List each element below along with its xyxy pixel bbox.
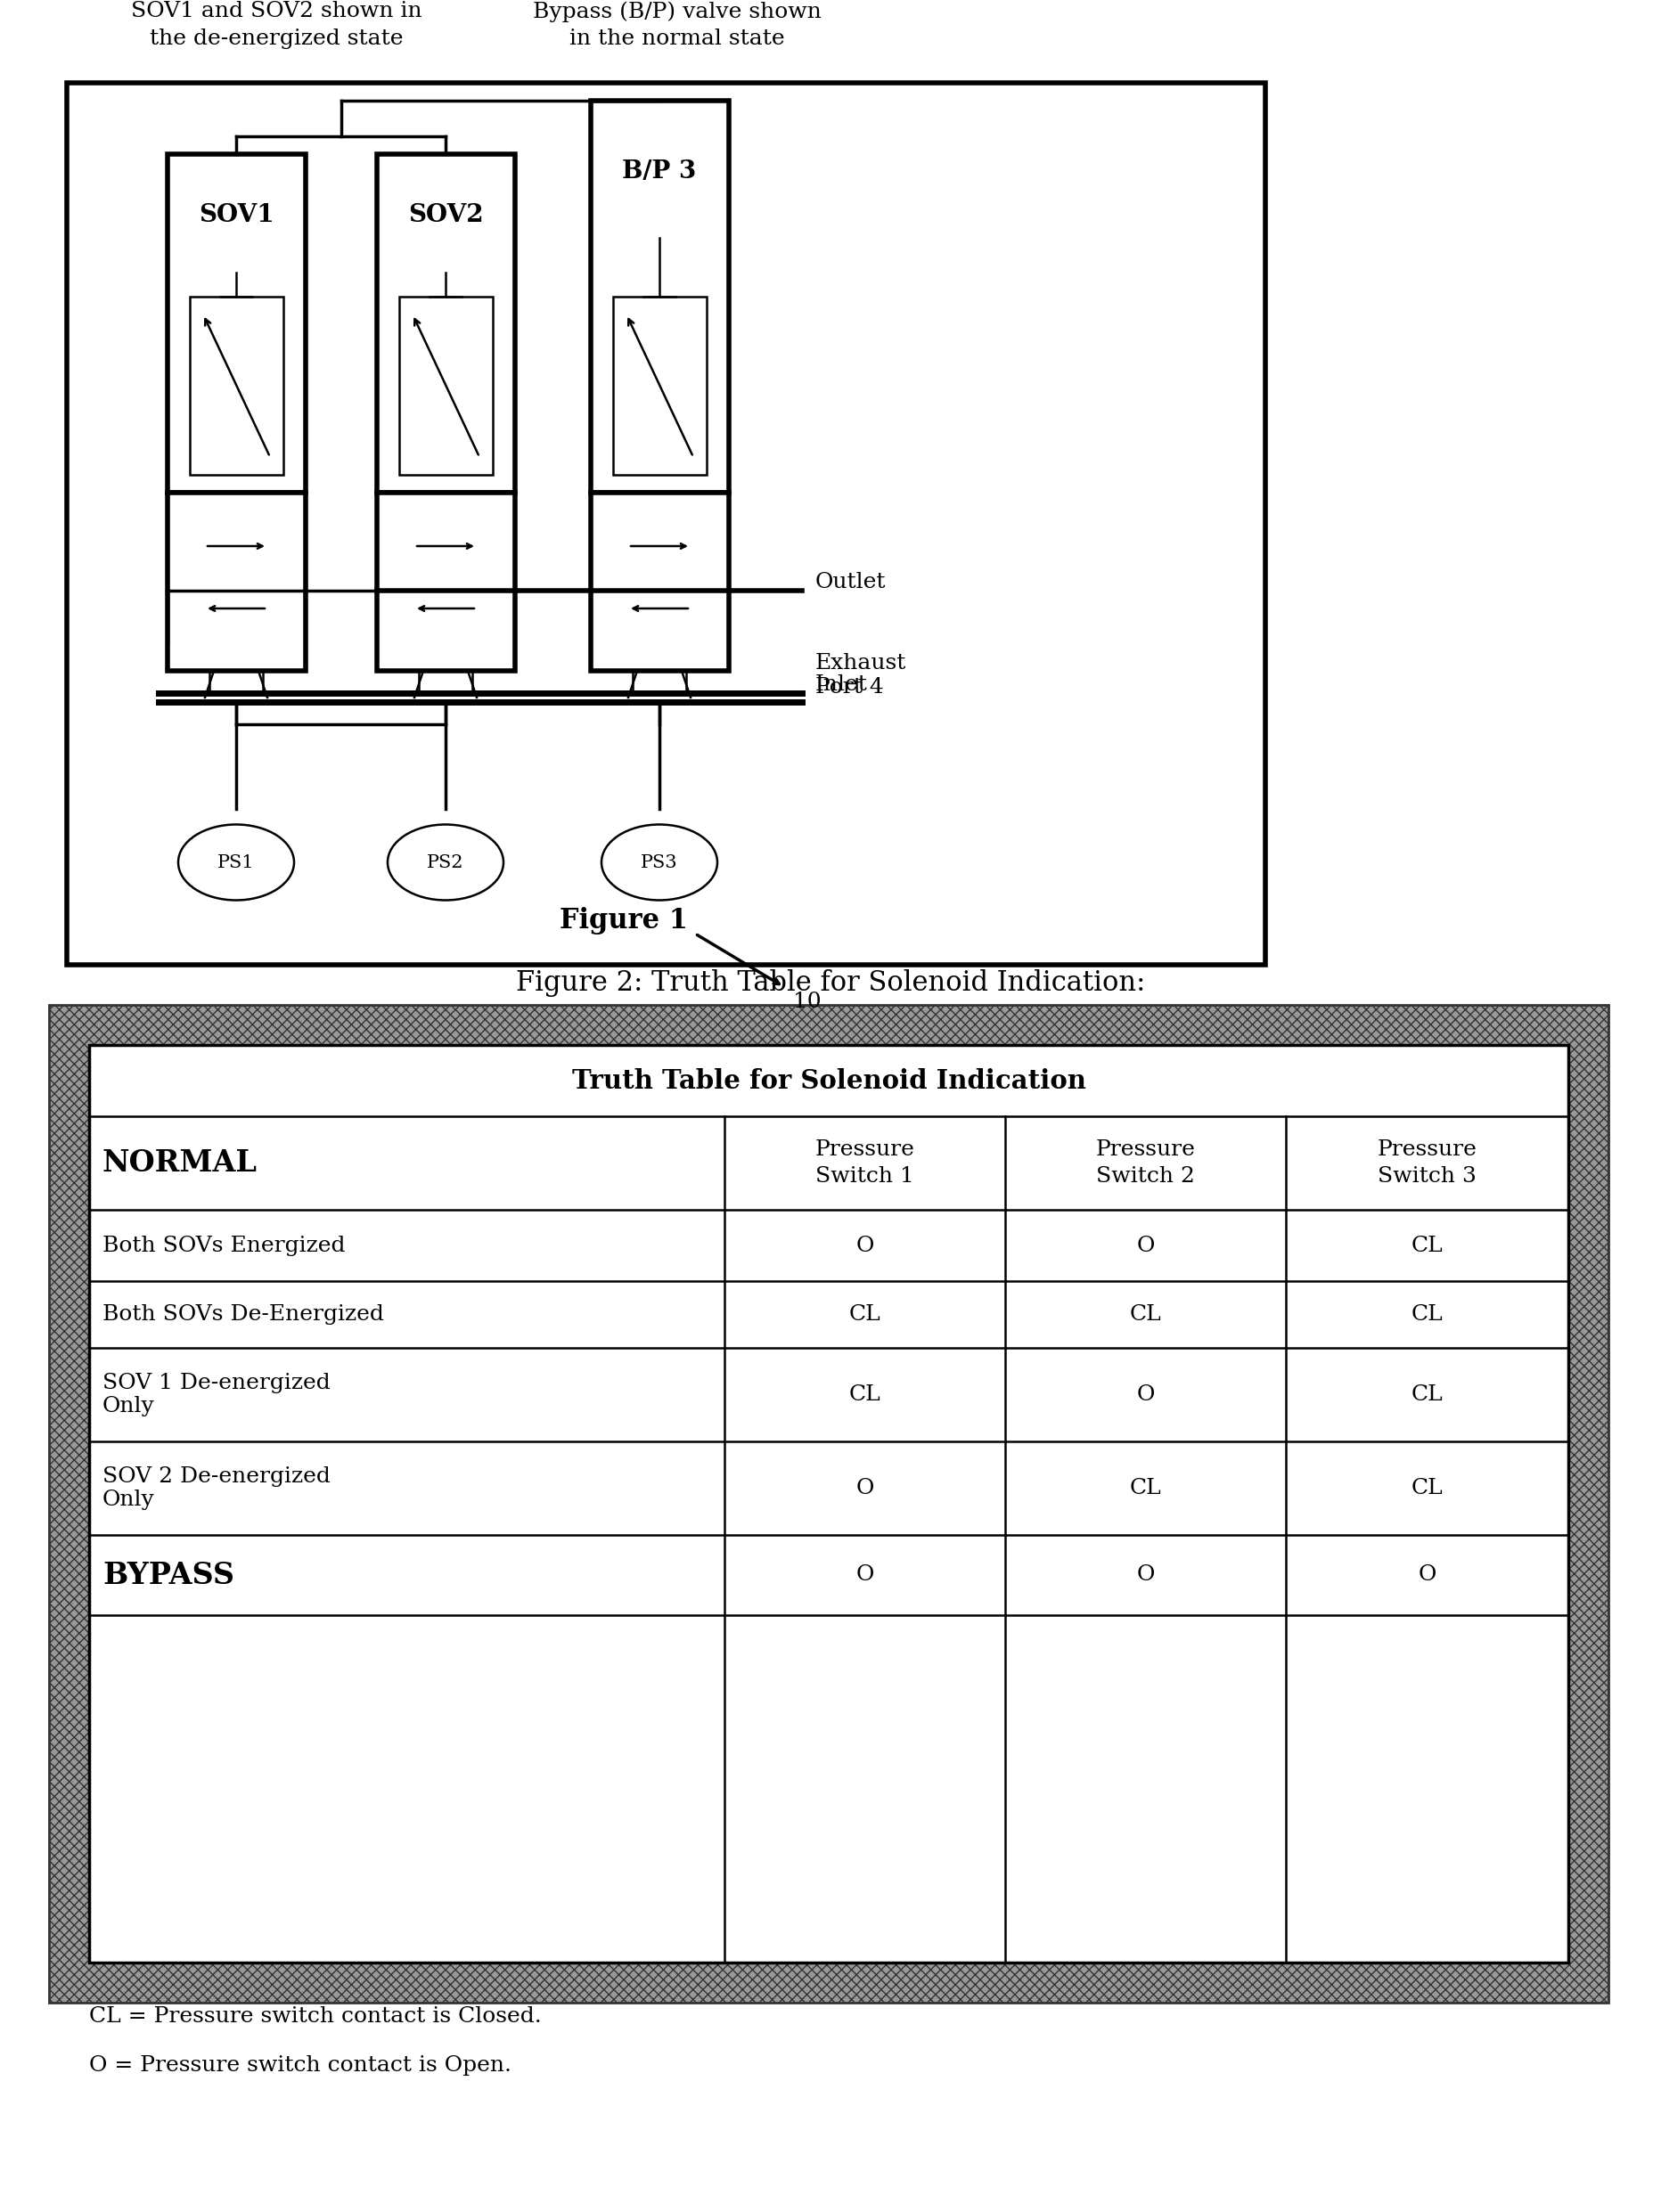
Bar [189, 296, 284, 476]
Text: Inlet: Inlet [816, 675, 867, 695]
Bar [377, 493, 515, 670]
Text: NORMAL: NORMAL [103, 1148, 257, 1177]
Bar [168, 155, 306, 493]
Text: O: O [1136, 1234, 1154, 1256]
Text: CL: CL [849, 1305, 880, 1325]
Text: CL: CL [1410, 1478, 1442, 1498]
Text: Exhaust
Port 4: Exhaust Port 4 [816, 653, 907, 697]
Text: B/P 3: B/P 3 [621, 159, 696, 184]
Bar [613, 296, 706, 476]
Text: O: O [855, 1564, 874, 1586]
Ellipse shape [387, 825, 503, 900]
Text: SOV 2 De-energized
Only: SOV 2 De-energized Only [103, 1467, 331, 1511]
Bar [168, 493, 306, 670]
Text: CL: CL [1410, 1234, 1442, 1256]
Text: O: O [1417, 1564, 1435, 1586]
Text: CL: CL [1129, 1478, 1161, 1498]
Text: O: O [1136, 1385, 1154, 1405]
Text: CL = Pressure switch contact is Closed.: CL = Pressure switch contact is Closed. [90, 2006, 541, 2026]
Text: Outlet: Outlet [816, 571, 885, 593]
Ellipse shape [601, 825, 718, 900]
Text: PS2: PS2 [427, 854, 463, 872]
Text: O = Pressure switch contact is Open.: O = Pressure switch contact is Open. [90, 2055, 512, 2075]
Text: BYPASS: BYPASS [103, 1559, 234, 1590]
Text: Both SOVs De-Energized: Both SOVs De-Energized [103, 1305, 384, 1325]
Text: Figure 1: Figure 1 [560, 907, 688, 933]
Text: PS3: PS3 [641, 854, 678, 872]
Text: CL: CL [1410, 1305, 1442, 1325]
Text: SOV2: SOV2 [407, 204, 483, 228]
Bar [90, 1044, 1568, 1962]
Text: CL: CL [1410, 1385, 1442, 1405]
Text: PS1: PS1 [218, 854, 254, 872]
Bar [399, 296, 493, 476]
Bar [590, 493, 729, 670]
Bar [48, 1004, 1608, 2002]
Text: Truth Table for Solenoid Indication: Truth Table for Solenoid Indication [571, 1068, 1085, 1093]
Text: SOV 1 De-energized
Only: SOV 1 De-energized Only [103, 1371, 331, 1416]
Text: SOV1: SOV1 [198, 204, 274, 228]
Text: O: O [1136, 1564, 1154, 1586]
Text: O: O [855, 1478, 874, 1498]
Text: O: O [855, 1234, 874, 1256]
Text: Bypass (B/P) valve shown
in the normal state: Bypass (B/P) valve shown in the normal s… [533, 0, 821, 49]
Text: Pressure
Switch 2: Pressure Switch 2 [1095, 1139, 1194, 1186]
Text: 10: 10 [792, 991, 821, 1013]
Ellipse shape [178, 825, 294, 900]
Bar [66, 82, 1264, 964]
Text: CL: CL [1129, 1305, 1161, 1325]
Text: SOV1 and SOV2 shown in
the de-energized state: SOV1 and SOV2 shown in the de-energized … [131, 2, 422, 49]
Bar [377, 155, 515, 493]
Text: Pressure
Switch 3: Pressure Switch 3 [1377, 1139, 1477, 1186]
Bar [590, 102, 729, 493]
Text: Both SOVs Energized: Both SOVs Energized [103, 1234, 345, 1256]
Text: CL: CL [849, 1385, 880, 1405]
Text: Pressure
Switch 1: Pressure Switch 1 [814, 1139, 914, 1186]
Text: Figure 2: Truth Table for Solenoid Indication:: Figure 2: Truth Table for Solenoid Indic… [515, 969, 1144, 995]
